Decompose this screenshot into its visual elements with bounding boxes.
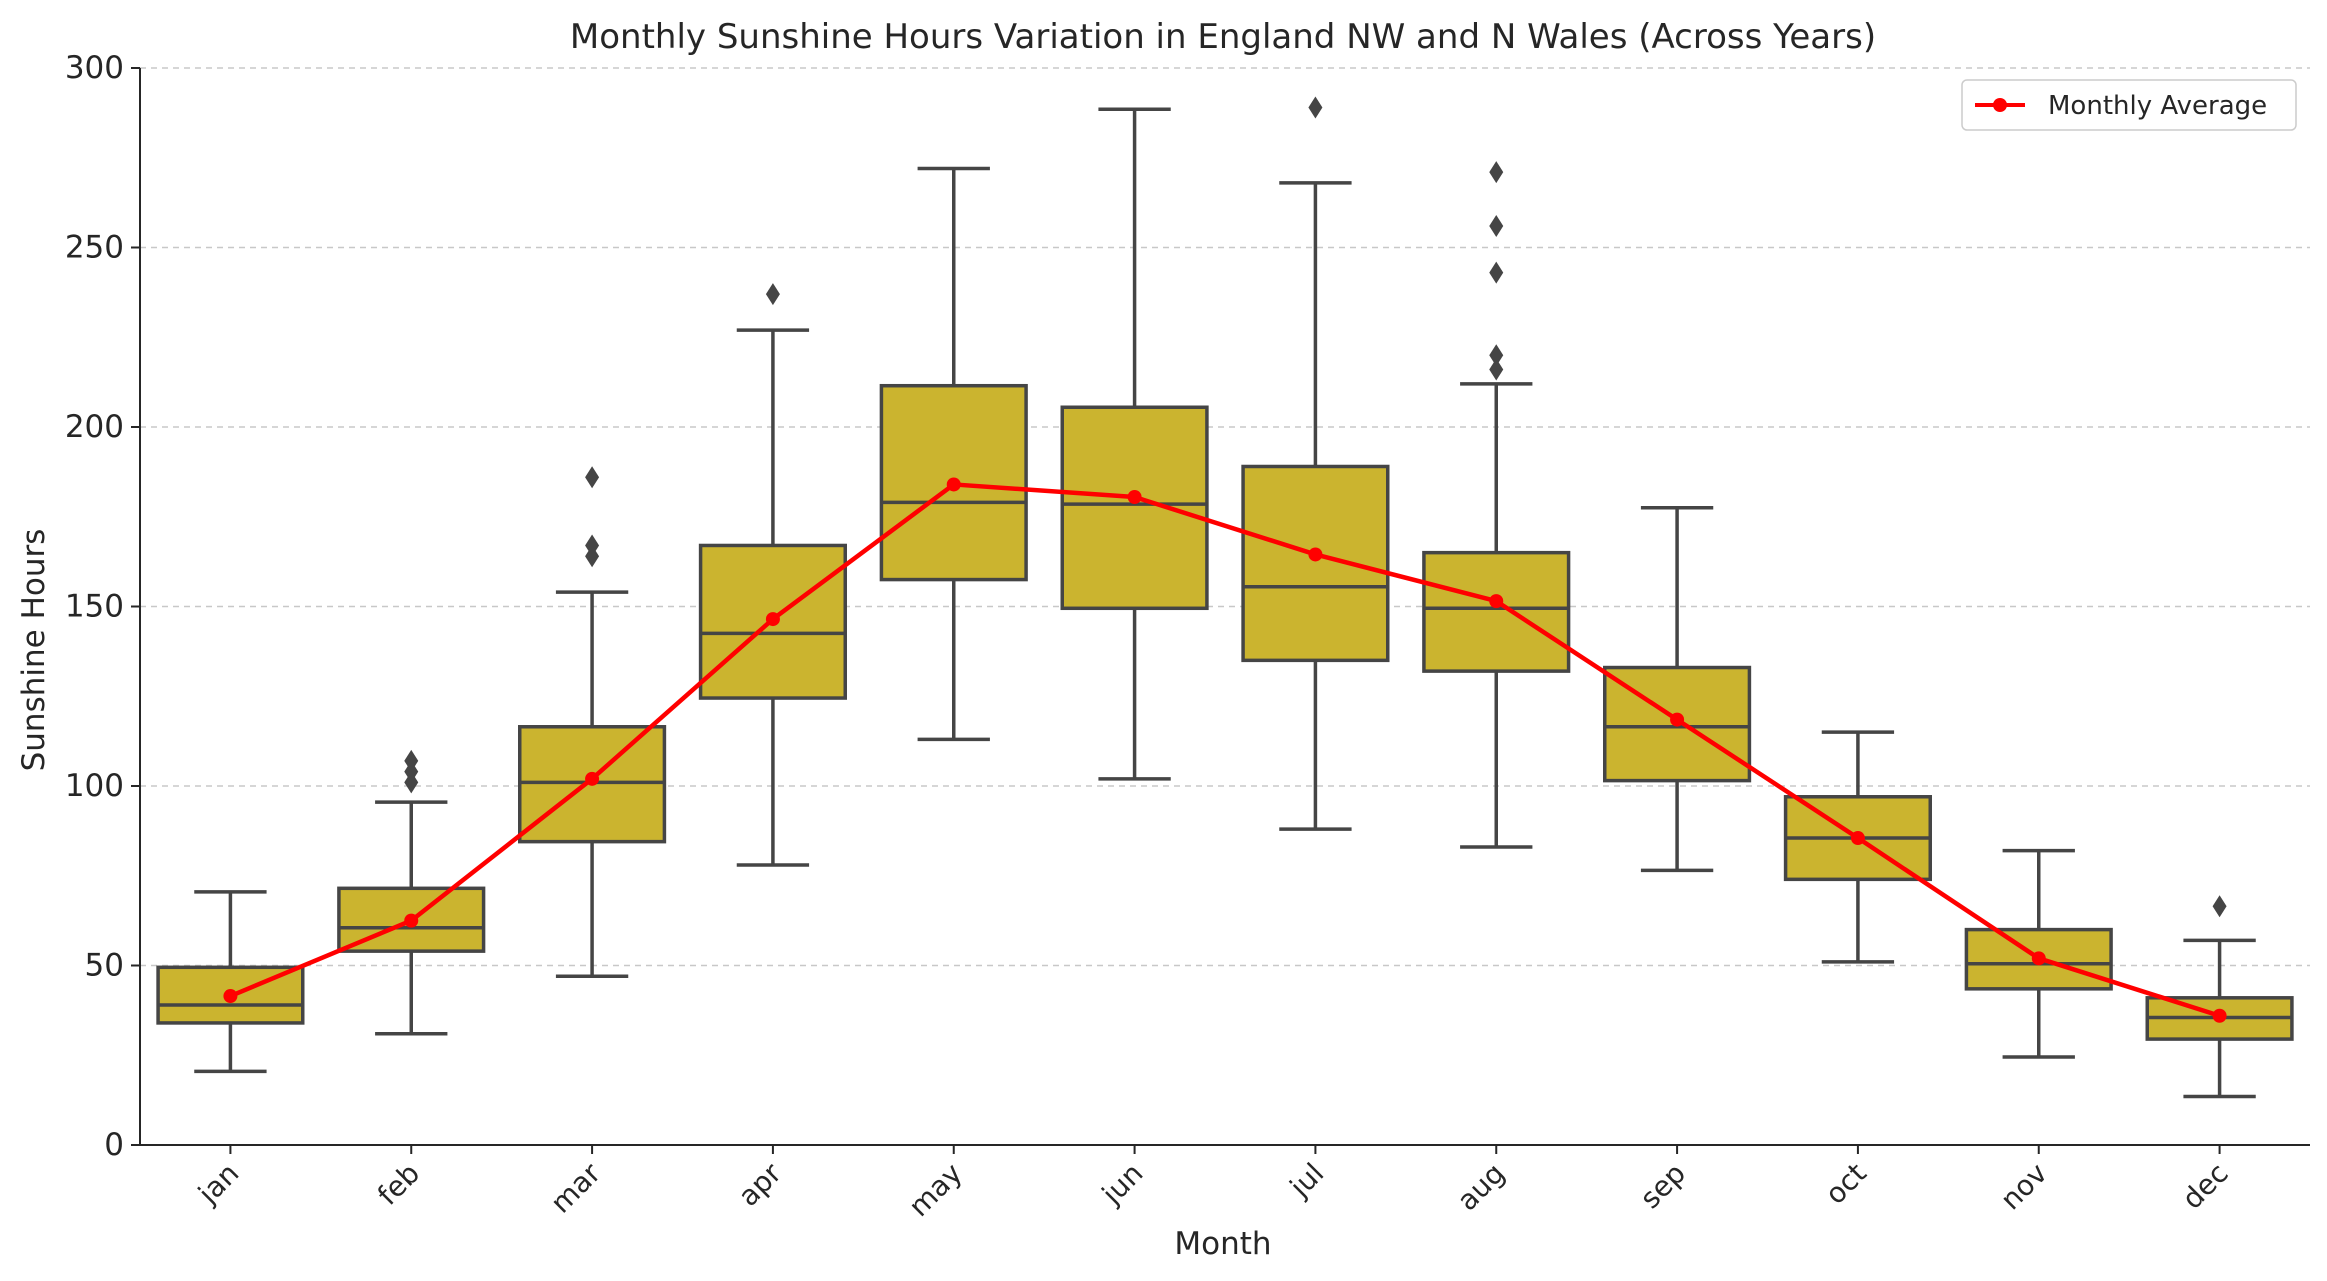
box-body [1422, 550, 1571, 673]
average-point [1670, 712, 1685, 727]
y-tick-label: 50 [85, 948, 124, 984]
legend-marker-swatch [1993, 98, 2007, 112]
grid-lines [140, 67, 2310, 967]
x-axis-ticks: jan feb mar apr may jun jul aug sep oct nov dec [191, 1145, 2235, 1223]
box-aug [1422, 161, 1571, 849]
legend-frame [1961, 79, 2297, 131]
average-polyline [229, 482, 2221, 1018]
box-body [1060, 405, 1209, 611]
outlier-point [585, 466, 600, 489]
y-axis-ticks: 0 50 100 150 200 250 300 [65, 50, 140, 1163]
average-point [1127, 490, 1142, 505]
outlier-point [1489, 214, 1504, 237]
box-group [156, 96, 2294, 1099]
legend: Monthly Average [1961, 79, 2297, 131]
x-tick-label: oct [1819, 1157, 1873, 1211]
box-jun [1060, 107, 1209, 781]
outlier-point [2212, 895, 2227, 918]
box-dec [2145, 895, 2294, 1099]
x-axis-label: Month [1174, 1226, 1271, 1262]
y-tick-label: 200 [65, 409, 124, 445]
x-tick-label: jul [1283, 1157, 1331, 1205]
x-tick-label: apr [732, 1156, 789, 1213]
x-tick-label: may [902, 1157, 968, 1223]
outlier-point [404, 749, 419, 772]
box-oct [1783, 730, 1933, 964]
x-tick-label: nov [1994, 1157, 2054, 1217]
average-point [765, 612, 780, 627]
y-tick-label: 150 [65, 589, 124, 625]
outlier-point [1308, 96, 1323, 119]
box-apr [698, 283, 847, 867]
outlier-point [1489, 358, 1504, 381]
legend-label: Monthly Average [2048, 91, 2267, 121]
y-axis-label: Sunshine Hours [16, 529, 52, 772]
outlier-point [765, 283, 780, 306]
average-line-group [223, 477, 2227, 1023]
outlier-point [1489, 161, 1504, 184]
average-point [404, 913, 419, 928]
y-tick-label: 0 [104, 1127, 124, 1163]
x-tick-label: jan [191, 1157, 245, 1211]
box-jan [156, 890, 305, 1074]
outlier-point [1489, 261, 1504, 284]
y-tick-label: 250 [65, 230, 124, 266]
average-point [1489, 594, 1504, 609]
average-point [1850, 831, 1865, 846]
average-point [2212, 1008, 2227, 1023]
x-tick-label: jun [1095, 1157, 1150, 1212]
x-tick-label: sep [1634, 1157, 1692, 1215]
average-point [946, 477, 961, 492]
average-point [1308, 547, 1323, 562]
y-tick-label: 300 [65, 50, 124, 86]
chart-title: Monthly Sunshine Hours Variation in Engl… [570, 17, 1876, 57]
box-may [879, 166, 1028, 742]
x-tick-label: feb [371, 1157, 426, 1212]
average-point [585, 771, 600, 786]
average-point [2031, 951, 2046, 966]
outlier-point [585, 534, 600, 557]
outlier-point [1489, 344, 1504, 367]
x-tick-label: mar [544, 1156, 607, 1219]
box-feb [337, 749, 486, 1036]
box-jul [1241, 96, 1390, 831]
box-mar [518, 466, 667, 979]
x-tick-label: aug [1451, 1157, 1512, 1218]
y-tick-label: 100 [65, 768, 124, 804]
box-body [1241, 464, 1390, 663]
x-tick-label: dec [2176, 1157, 2235, 1216]
average-point [223, 989, 238, 1004]
